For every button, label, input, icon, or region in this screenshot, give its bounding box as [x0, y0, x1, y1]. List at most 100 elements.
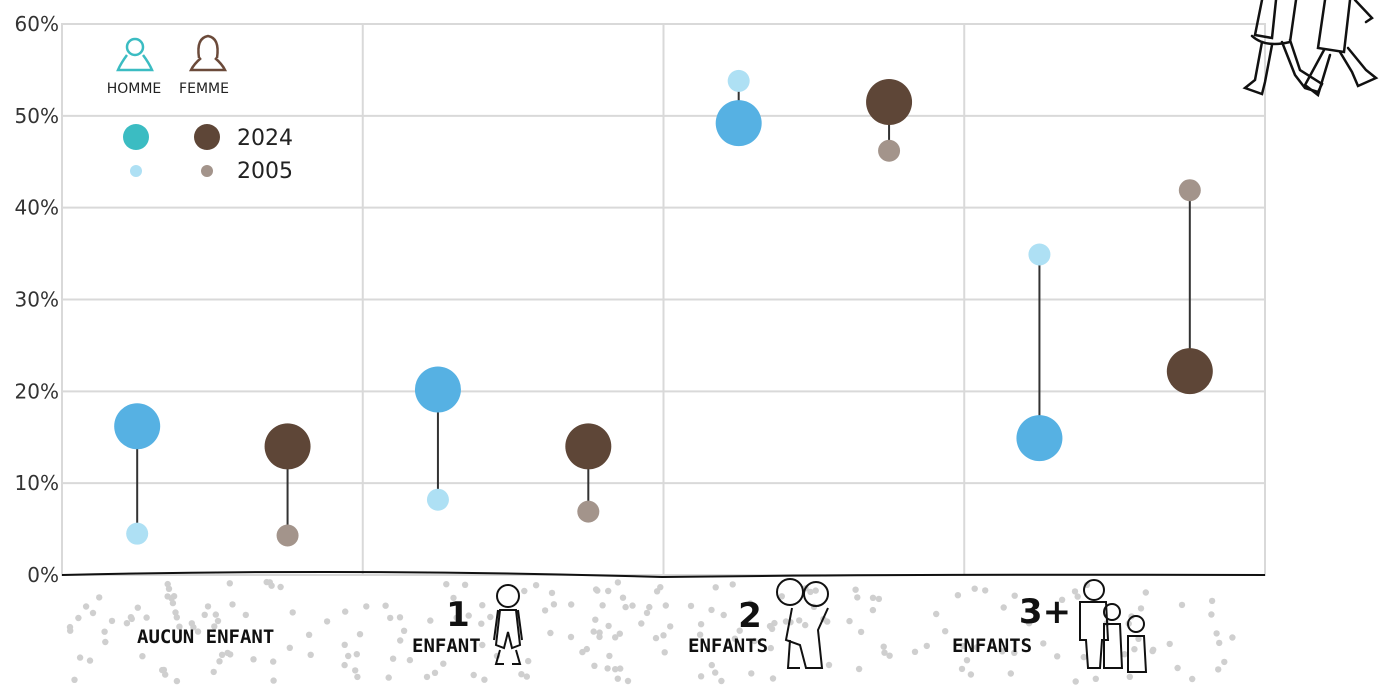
- ground-speckle: [1011, 649, 1018, 656]
- ground-speckle: [687, 602, 695, 610]
- ground-speckle: [214, 617, 222, 625]
- ground-speckle: [661, 649, 668, 656]
- y-tick-label: 40%: [15, 196, 59, 220]
- grid-lines: [61, 23, 1266, 576]
- ground-speckle: [440, 660, 447, 667]
- ground-speckle: [345, 652, 352, 660]
- ground-speckle: [210, 668, 217, 676]
- ground-speckle: [356, 631, 364, 638]
- legend-2024-label: 2024: [237, 126, 293, 151]
- ground-speckle: [1189, 675, 1196, 683]
- ground-speckle: [954, 592, 962, 599]
- ground-speckle: [397, 637, 404, 644]
- ground-speckle: [1166, 640, 1173, 648]
- ground-speckle: [708, 661, 715, 669]
- ground-speckle: [605, 622, 612, 630]
- ground-speckle: [342, 608, 349, 615]
- ground-speckle: [782, 618, 790, 625]
- ground-speckle: [599, 602, 606, 609]
- ground-speckle: [802, 621, 809, 629]
- ground-speckle: [697, 673, 705, 680]
- ground-speckle: [881, 649, 888, 656]
- ground-speckle: [1174, 664, 1181, 672]
- ground-speckle: [982, 587, 989, 594]
- ground-speckle: [1040, 640, 1047, 647]
- ground-speckle: [1178, 601, 1186, 609]
- ground-speckle: [127, 614, 135, 621]
- ground-speckle: [923, 642, 930, 650]
- legend-femme-2005-marker: [201, 165, 213, 177]
- ground-speckle: [875, 595, 883, 603]
- ground-speckle: [963, 657, 971, 664]
- ground-speckle: [854, 594, 861, 601]
- ground-speckle: [769, 675, 777, 682]
- ground-speckle: [523, 673, 530, 680]
- ground-speckle: [66, 623, 74, 631]
- ground-speckle: [1025, 620, 1033, 627]
- ground-speckle: [1137, 605, 1145, 612]
- ground-speckle: [638, 620, 645, 627]
- ground-speckle: [824, 618, 831, 625]
- ground-speckle: [846, 617, 853, 625]
- category-label: ENFANTS: [952, 635, 1032, 657]
- ground-speckle: [548, 589, 556, 597]
- ground-speckle: [211, 623, 218, 630]
- ground-speckle: [518, 671, 525, 678]
- ground-speckle: [224, 649, 231, 657]
- ground-speckle: [443, 581, 450, 588]
- point-2024-homme: [114, 403, 161, 450]
- ground-speckle: [886, 652, 893, 659]
- point-2024-homme: [414, 366, 461, 413]
- ground-speckle: [286, 644, 293, 651]
- point-2024-homme: [715, 100, 762, 147]
- legend-femme-label: FEMME: [179, 81, 229, 97]
- ground-speckle: [89, 609, 97, 617]
- ground-speckle: [697, 621, 705, 628]
- ground-speckle: [1058, 596, 1066, 603]
- category-number: 1: [446, 595, 470, 635]
- y-tick-label: 10%: [15, 471, 59, 495]
- child-one-figure: [493, 584, 523, 665]
- y-tick-label: 0%: [27, 563, 59, 587]
- ground-speckle: [612, 634, 619, 641]
- ground-speckle: [423, 673, 431, 681]
- ground-speckle: [579, 648, 586, 656]
- ground-speckle: [139, 653, 146, 660]
- ground-speckle: [96, 594, 103, 601]
- ground-speckle: [270, 658, 277, 665]
- ground-speckle: [652, 634, 660, 642]
- ground-speckle: [400, 627, 408, 634]
- ground-speckle: [194, 628, 202, 635]
- ground-speckle: [541, 607, 549, 614]
- ground-speckle: [869, 594, 877, 601]
- ground-speckle: [617, 665, 624, 672]
- ground-speckle: [270, 677, 277, 684]
- ground-speckle: [465, 612, 472, 619]
- ground-speckle: [86, 657, 94, 664]
- ground-speckle: [568, 601, 575, 608]
- ground-speckle: [1080, 653, 1088, 661]
- ground-speckles: [66, 578, 1236, 685]
- ground-speckle: [605, 587, 612, 595]
- legend: HOMME FEMME 2024 2005: [107, 34, 293, 184]
- ground-speckle: [431, 669, 439, 676]
- ground-speckle: [667, 623, 674, 630]
- ground-speckle: [363, 603, 370, 610]
- ground-speckle: [1208, 611, 1215, 618]
- ground-speckle: [1092, 675, 1100, 682]
- y-tick-label: 60%: [15, 12, 59, 36]
- ground-speckle: [852, 586, 859, 593]
- ground-speckle: [653, 588, 661, 595]
- ground-speckle: [201, 611, 208, 618]
- ground-speckle: [614, 675, 621, 682]
- point-2005-femme: [276, 524, 299, 547]
- ground-speckle: [427, 617, 434, 624]
- ground-speckle: [1213, 630, 1220, 637]
- ground-speckle: [1121, 651, 1128, 658]
- point-2024-femme: [565, 423, 612, 470]
- legend-homme-2005-marker: [130, 165, 142, 177]
- ground-speckle: [696, 631, 704, 638]
- ground-speckle: [481, 676, 488, 683]
- ground-speckle: [165, 585, 173, 592]
- ground-speckle: [736, 627, 743, 634]
